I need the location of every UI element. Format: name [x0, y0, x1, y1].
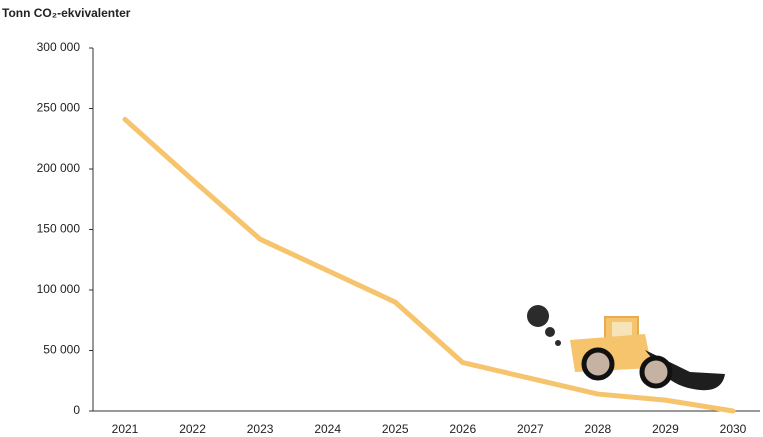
y-tick-label: 50 000: [43, 343, 80, 357]
x-tick-label: 2024: [314, 422, 341, 436]
x-tick-label: 2029: [652, 422, 679, 436]
x-tick-label: 2021: [112, 422, 139, 436]
x-tick-label: 2023: [247, 422, 274, 436]
y-tick-label: 0: [73, 403, 80, 417]
x-tick-label: 2026: [449, 422, 476, 436]
data-line: [122, 116, 736, 414]
x-tick-label: 2030: [720, 422, 747, 436]
y-tick-label: 300 000: [37, 40, 81, 54]
x-tick-label: 2025: [382, 422, 409, 436]
y-tick-label: 150 000: [37, 222, 81, 236]
x-tick-label: 2022: [179, 422, 206, 436]
bulldozer-illustration: [527, 305, 725, 391]
y-tick-label: 100 000: [37, 282, 81, 296]
x-tick-label: 2027: [517, 422, 544, 436]
y-tick-label: 250 000: [37, 101, 81, 115]
x-tick-label: 2028: [585, 422, 612, 436]
y-tick-label: 200 000: [37, 161, 81, 175]
chart-title: Tonn CO₂-ekvivalenter: [2, 6, 131, 20]
